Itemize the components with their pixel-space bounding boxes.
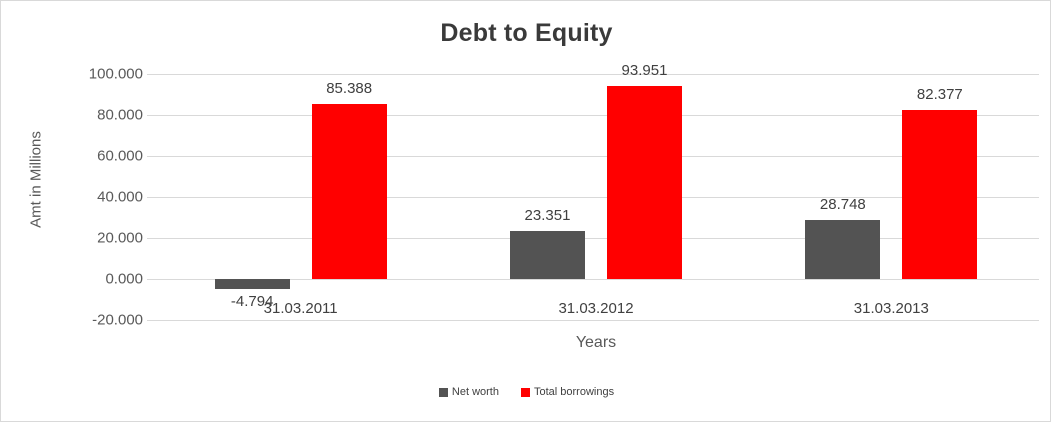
legend-swatch-icon (520, 387, 530, 397)
bar-value-label: 82.377 (916, 86, 963, 104)
legend-label: Total borrowings (533, 386, 615, 398)
y-axis-tickmark (147, 156, 153, 157)
legend-item[interactable]: Net worth (438, 386, 499, 398)
chart-title: Debt to Equity (440, 19, 613, 47)
gridline (153, 279, 1039, 280)
gridline (153, 156, 1039, 157)
y-axis-tick-label: 100.000 (88, 65, 143, 83)
y-axis-tickmark (147, 279, 153, 280)
y-axis-tick-label: 20.000 (97, 229, 143, 247)
legend-label: Net worth (451, 386, 499, 398)
gridline (153, 74, 1039, 75)
bar-value-label: -4.794 (230, 292, 274, 310)
x-axis-title: Years (575, 334, 617, 351)
y-axis-tickmark (147, 320, 153, 321)
gridline (153, 238, 1039, 239)
bar-value-label: 85.388 (326, 79, 373, 97)
bar-total-borrowings-31.03.2012 (607, 86, 682, 279)
bar-value-label: 93.951 (621, 62, 668, 80)
legend-swatch-icon (438, 387, 448, 397)
y-axis-tickmark (147, 197, 153, 198)
y-axis-tick-label: 80.000 (97, 106, 143, 124)
bar-value-label: 23.351 (524, 207, 571, 225)
y-axis-tick-label: 0.000 (105, 270, 143, 288)
y-axis-tickmark (147, 238, 153, 239)
bar-value-label: 28.748 (819, 196, 866, 214)
bar-total-borrowings-31.03.2011 (311, 103, 387, 279)
bar-net-worth-31.03.2011 (214, 279, 290, 289)
y-axis-tick-label: 60.000 (97, 147, 143, 165)
bar-total-borrowings-31.03.2013 (902, 110, 978, 279)
gridline (153, 197, 1039, 198)
y-axis-tickmark (147, 115, 153, 116)
bar-net-worth-31.03.2013 (805, 220, 881, 279)
legend-item[interactable]: Total borrowings (520, 386, 615, 398)
gridline (153, 115, 1039, 116)
y-axis-tick-label: 40.000 (97, 188, 143, 206)
x-axis-category-label: 31.03.2012 (558, 300, 634, 317)
gridline (153, 320, 1039, 321)
x-axis-category-label: 31.03.2013 (853, 300, 929, 317)
x-axis-category-label: 31.03.2011 (263, 300, 338, 317)
bar-net-worth-31.03.2012 (510, 231, 585, 279)
chart-legend: Net worth Total borrowings (1, 386, 1050, 398)
plot-area: 100.000 80.000 60.000 40.000 20.000 0.000 -20.… (89, 62, 1039, 329)
y-axis-tickmark (147, 74, 153, 75)
y-axis-tick-label: -20.000 (92, 311, 143, 329)
